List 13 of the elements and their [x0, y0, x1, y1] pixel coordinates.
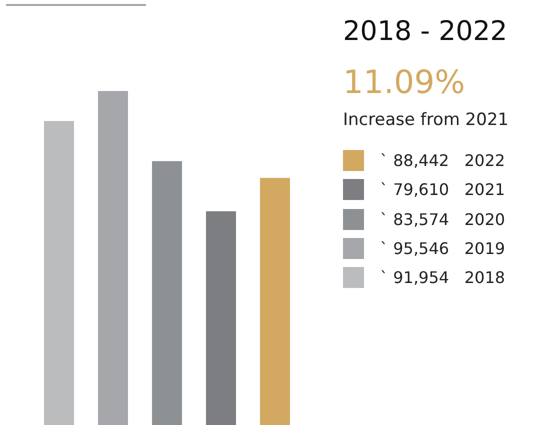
bar	[206, 211, 236, 425]
text: 11.09%	[343, 62, 466, 103]
text: ` 83,574 2020	[380, 210, 506, 229]
bar	[44, 121, 74, 425]
bar	[260, 178, 290, 425]
bar	[98, 91, 128, 425]
text: ` 79,610 2021	[380, 180, 506, 200]
bar	[152, 161, 182, 425]
text: ` 88,442 2022	[380, 151, 506, 170]
text: ` 91,954 2018	[380, 268, 506, 288]
text: 2018 - 2022	[343, 15, 508, 49]
text: Increase from 2021	[343, 109, 509, 132]
text: ` 95,546 2019	[380, 239, 506, 258]
